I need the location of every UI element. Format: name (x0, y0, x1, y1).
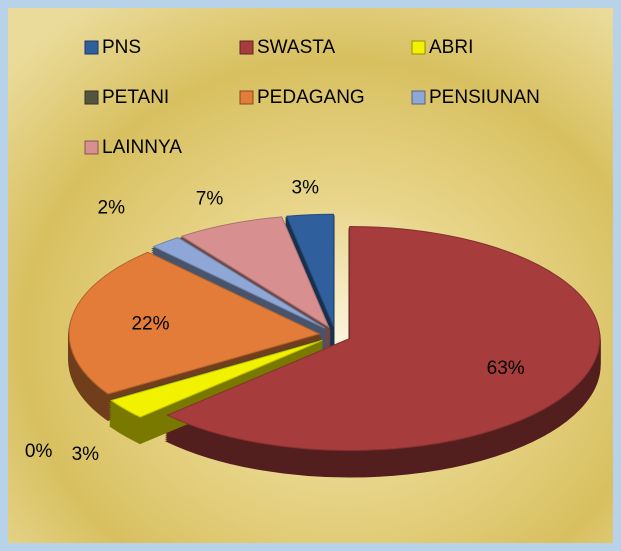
slice (110, 339, 322, 401)
legend-label: PETANI (102, 87, 169, 108)
slice (180, 216, 330, 329)
slice (166, 225, 601, 451)
data-label: 7% (196, 189, 224, 210)
legend-marker (84, 90, 99, 105)
data-label: 22% (131, 313, 169, 334)
legend-marker (411, 40, 426, 55)
data-label: 63% (487, 358, 525, 379)
legend-marker (239, 90, 254, 105)
slice (152, 237, 326, 329)
legend-label: ABRI (429, 37, 473, 58)
legend-label: SWASTA (257, 37, 335, 58)
data-label: 2% (98, 198, 126, 219)
legend-marker (84, 40, 99, 55)
legend-label: PENSIUNAN (429, 87, 540, 108)
slice (68, 251, 321, 395)
data-label: 3% (292, 177, 320, 198)
data-label: 0% (25, 441, 53, 462)
legend-marker (239, 40, 254, 55)
legend-label: PEDAGANG (257, 87, 365, 108)
legend-label: LAINNYA (102, 137, 182, 158)
legend-marker (84, 140, 99, 155)
slice (285, 213, 334, 327)
legend-label: PNS (102, 37, 141, 58)
legend-marker (411, 90, 426, 105)
data-label: 3% (72, 444, 100, 465)
slice (110, 339, 323, 418)
